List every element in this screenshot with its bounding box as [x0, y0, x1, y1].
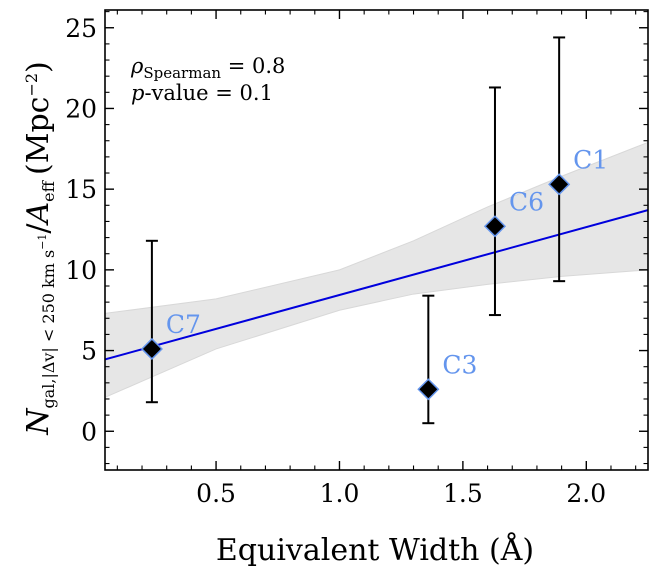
errorbar [488, 86, 501, 317]
y-tick-label: 20 [65, 94, 97, 123]
rho-symbol: ρ [130, 54, 144, 78]
x-tick-label: 1.5 [443, 479, 483, 508]
y-axis-label: Ngal,|Δv| < 250 km s−1/Aeff (Mpc−2) [21, 61, 58, 436]
tick-label-layer: 0.5 1.0 1.5 2.0 0 5 10 15 20 25 [65, 14, 606, 508]
data-point [483, 215, 507, 238]
errorbar [422, 294, 435, 425]
data-point [140, 337, 163, 361]
x-tick-label: 0.5 [196, 479, 236, 508]
confidence-band-layer [105, 141, 648, 398]
y-units-close: ) [21, 61, 56, 73]
y-tick-label: 25 [65, 14, 97, 43]
point-label: C7 [166, 310, 201, 339]
y-tick-label: 15 [65, 175, 97, 204]
y-units: (Mpc [21, 97, 56, 175]
y-denom-sub: eff [39, 179, 58, 201]
point-label-layer: C7 C3 C6 C1 [166, 145, 608, 379]
y-tick-label: 5 [81, 337, 97, 366]
errorbar-layer [145, 36, 566, 425]
y-tick-label: 10 [65, 256, 97, 285]
errorbar [553, 36, 566, 283]
spearman-value: = 0.8 [221, 54, 285, 78]
point-label: C6 [509, 187, 544, 216]
y-slash: / [21, 223, 56, 234]
spearman-subscript: Spearman [143, 64, 221, 82]
y-symbol-a: A [21, 202, 56, 227]
errorbar [145, 239, 158, 404]
confidence-band [105, 141, 648, 398]
fit-line [105, 209, 648, 361]
point-label: C3 [442, 350, 477, 379]
fit-line-layer [105, 209, 648, 361]
y-sub-cond: |Δv| < 250 km s [39, 250, 58, 379]
y-sub-gal: gal, [39, 379, 58, 409]
y-sub-exp: −1 [36, 234, 49, 250]
p-symbol: p [131, 81, 144, 105]
plot-frame [104, 9, 649, 471]
spearman-annotation: ρSpearman = 0.8 [130, 54, 285, 82]
y-units-exp: −2 [22, 73, 41, 97]
pvalue-annotation: p-value = 0.1 [131, 81, 273, 105]
data-point [417, 378, 440, 401]
x-tick-label: 2.0 [566, 479, 606, 508]
point-layer [140, 173, 571, 401]
y-symbol-n: N [21, 407, 56, 436]
y-tick-label: 0 [81, 417, 97, 446]
x-tick-label: 1.0 [320, 479, 360, 508]
data-point [548, 173, 571, 196]
tick-layer [105, 10, 648, 470]
point-label: C1 [573, 145, 608, 174]
pvalue-text: -value = 0.1 [144, 81, 273, 105]
x-axis-label: Equivalent Width (Å) [216, 532, 534, 568]
